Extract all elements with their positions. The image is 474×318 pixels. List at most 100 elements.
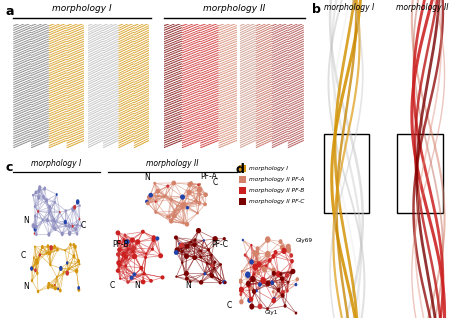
Circle shape	[64, 209, 67, 212]
Text: C: C	[213, 177, 218, 187]
Circle shape	[168, 216, 170, 218]
Circle shape	[35, 190, 37, 194]
Text: PF-B: PF-B	[112, 240, 129, 249]
Circle shape	[169, 218, 173, 223]
Circle shape	[196, 212, 199, 214]
Circle shape	[141, 280, 146, 284]
Circle shape	[182, 222, 185, 225]
Circle shape	[247, 298, 252, 303]
Circle shape	[282, 280, 284, 283]
Circle shape	[265, 280, 271, 287]
Circle shape	[141, 230, 145, 234]
Circle shape	[186, 206, 189, 210]
Circle shape	[55, 221, 56, 223]
Circle shape	[256, 271, 260, 275]
Circle shape	[197, 187, 202, 192]
Circle shape	[164, 196, 166, 198]
Circle shape	[65, 224, 67, 227]
Circle shape	[75, 268, 78, 273]
Circle shape	[272, 297, 276, 302]
Circle shape	[198, 201, 201, 205]
Circle shape	[239, 299, 244, 304]
Circle shape	[268, 258, 272, 263]
Circle shape	[166, 184, 169, 188]
Circle shape	[199, 280, 203, 285]
Circle shape	[61, 232, 64, 236]
Circle shape	[56, 276, 57, 278]
Circle shape	[64, 249, 66, 252]
Circle shape	[187, 182, 192, 187]
Circle shape	[273, 250, 278, 255]
Circle shape	[50, 210, 51, 212]
Circle shape	[203, 239, 205, 241]
Circle shape	[277, 283, 279, 287]
Circle shape	[129, 276, 134, 280]
Circle shape	[118, 264, 121, 267]
Circle shape	[196, 228, 201, 233]
Circle shape	[57, 287, 59, 290]
Circle shape	[32, 194, 34, 197]
Circle shape	[68, 267, 70, 270]
Circle shape	[192, 242, 197, 247]
Circle shape	[178, 243, 181, 245]
Circle shape	[74, 227, 77, 231]
Text: c: c	[6, 161, 13, 174]
Circle shape	[42, 195, 45, 199]
Circle shape	[176, 205, 179, 207]
Circle shape	[172, 181, 176, 185]
Circle shape	[194, 199, 198, 203]
Text: morphology II: morphology II	[395, 3, 448, 12]
Circle shape	[142, 272, 146, 275]
Circle shape	[127, 247, 129, 250]
Circle shape	[54, 201, 56, 204]
Circle shape	[144, 256, 147, 259]
Circle shape	[266, 307, 269, 310]
Text: morphology II: morphology II	[203, 4, 265, 13]
Circle shape	[258, 282, 262, 287]
Circle shape	[71, 206, 75, 212]
Circle shape	[199, 183, 201, 186]
Circle shape	[68, 231, 71, 236]
Circle shape	[180, 202, 185, 207]
Circle shape	[271, 267, 276, 273]
Circle shape	[124, 265, 127, 267]
Circle shape	[149, 279, 153, 283]
Circle shape	[169, 197, 173, 201]
Circle shape	[59, 288, 62, 293]
Circle shape	[64, 220, 67, 225]
Circle shape	[53, 227, 55, 230]
Circle shape	[262, 266, 266, 272]
Circle shape	[33, 257, 35, 259]
Circle shape	[253, 273, 255, 276]
Circle shape	[31, 279, 33, 282]
Text: C: C	[21, 251, 26, 259]
Circle shape	[276, 271, 281, 278]
Circle shape	[296, 277, 299, 281]
Circle shape	[116, 252, 120, 257]
Circle shape	[238, 279, 243, 284]
Circle shape	[116, 260, 121, 266]
Circle shape	[282, 248, 287, 254]
Bar	[239, 198, 246, 204]
Circle shape	[35, 233, 37, 236]
Circle shape	[185, 244, 189, 249]
Circle shape	[69, 243, 72, 246]
Circle shape	[59, 211, 61, 213]
Circle shape	[56, 193, 58, 196]
Circle shape	[272, 290, 274, 294]
Circle shape	[56, 248, 59, 252]
Bar	[239, 187, 246, 194]
Circle shape	[34, 214, 36, 218]
Circle shape	[219, 263, 222, 266]
Circle shape	[239, 287, 244, 293]
Circle shape	[246, 283, 251, 288]
Circle shape	[210, 254, 213, 256]
Circle shape	[249, 303, 255, 309]
Circle shape	[54, 245, 56, 248]
Circle shape	[49, 263, 52, 266]
Circle shape	[35, 225, 38, 229]
Circle shape	[286, 244, 291, 250]
Circle shape	[76, 223, 79, 226]
Bar	[239, 176, 246, 183]
Circle shape	[255, 289, 258, 292]
